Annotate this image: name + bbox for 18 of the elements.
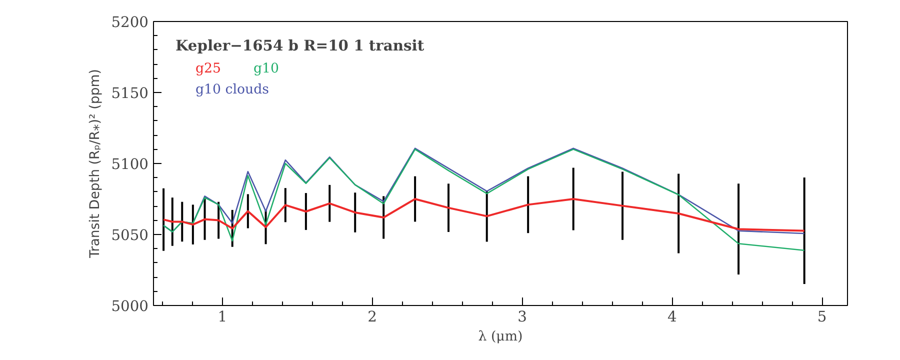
y-tick-label: 5100 [111,156,149,173]
text: g10 clouds [196,82,270,98]
x-tick-label: 4 [667,308,677,326]
x-tick-label: 3 [518,308,527,326]
text: Kepler−1654 b R=10 1 transit [176,38,424,54]
y-axis-title: Transit Depth (Rₚ/R⁎)² (ppm) [88,69,104,259]
line-series [162,148,805,252]
text: g25 [196,62,221,76]
x-tick-label: 1 [218,308,228,326]
y-tick-label: 5200 [111,14,149,31]
x-axis-title: λ (μm) [478,330,523,344]
text: g10 [254,62,279,76]
y-tick-label: 5150 [111,85,149,102]
x-tick-label: 5 [817,308,827,326]
line-series [162,198,806,232]
x-tick-label: 2 [368,308,378,326]
y-tick-label: 5050 [111,227,149,244]
y-tick-label: 5000 [111,298,149,315]
